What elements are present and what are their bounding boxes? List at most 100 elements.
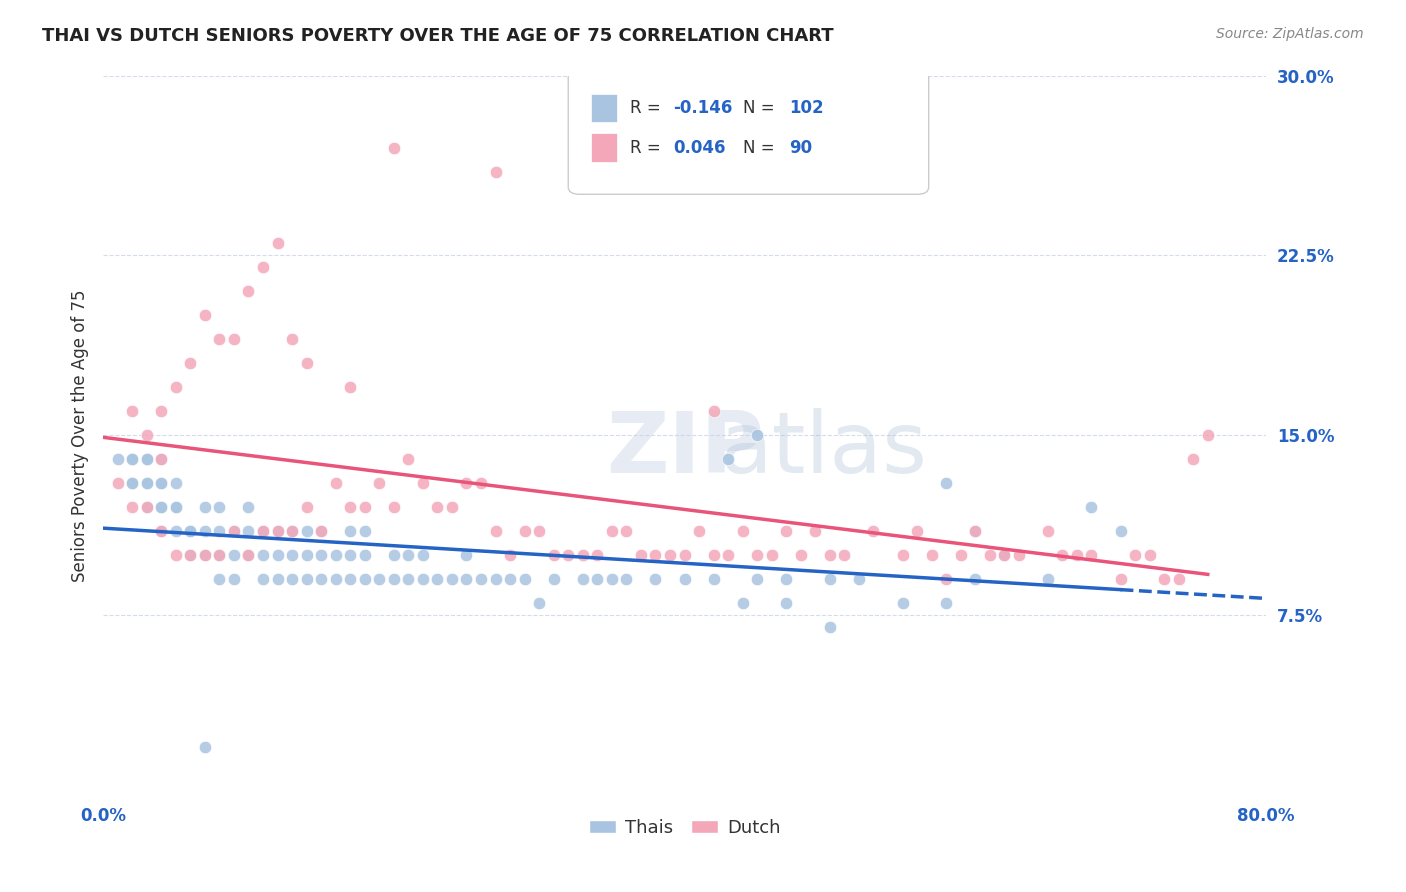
Point [135, 500, 157, 515]
Text: -0.146: -0.146 [673, 99, 733, 117]
Point [527, 596, 550, 610]
Point [266, 573, 288, 587]
Point [208, 333, 231, 347]
Point [804, 524, 827, 539]
Point [150, 476, 173, 491]
Point [325, 476, 347, 491]
Point [484, 524, 506, 539]
Point [266, 236, 288, 251]
Point [368, 476, 391, 491]
Point [412, 476, 434, 491]
Point [747, 428, 769, 442]
Point [353, 573, 375, 587]
Point [484, 164, 506, 178]
Point [339, 380, 361, 394]
Point [194, 524, 217, 539]
Point [135, 476, 157, 491]
Point [527, 524, 550, 539]
Point [150, 452, 173, 467]
Point [775, 596, 797, 610]
Point [717, 549, 740, 563]
FancyBboxPatch shape [592, 94, 617, 122]
Point [891, 549, 914, 563]
Point [571, 573, 593, 587]
Text: atlas: atlas [720, 409, 928, 491]
Point [135, 452, 157, 467]
Point [586, 549, 609, 563]
Point [150, 452, 173, 467]
Point [150, 500, 173, 515]
Point [121, 452, 143, 467]
Point [731, 524, 754, 539]
Point [688, 524, 710, 539]
Point [150, 524, 173, 539]
Point [121, 476, 143, 491]
Point [121, 452, 143, 467]
Point [222, 333, 245, 347]
Point [179, 549, 201, 563]
Point [238, 549, 260, 563]
Point [790, 549, 813, 563]
Point [165, 500, 187, 515]
Point [600, 524, 623, 539]
Point [600, 573, 623, 587]
Point [456, 476, 478, 491]
Point [426, 573, 449, 587]
Point [644, 573, 666, 587]
Point [396, 549, 419, 563]
Point [731, 596, 754, 610]
Point [165, 500, 187, 515]
Text: THAI VS DUTCH SENIORS POVERTY OVER THE AGE OF 75 CORRELATION CHART: THAI VS DUTCH SENIORS POVERTY OVER THE A… [42, 27, 834, 45]
Point [630, 549, 652, 563]
Point [194, 740, 217, 755]
Point [703, 573, 725, 587]
Point [616, 524, 638, 539]
Point [1197, 428, 1219, 442]
Point [121, 404, 143, 418]
Point [426, 500, 449, 515]
Point [252, 549, 274, 563]
Point [238, 524, 260, 539]
Point [368, 573, 391, 587]
Point [775, 524, 797, 539]
Point [309, 524, 332, 539]
Point [557, 549, 579, 563]
Point [761, 549, 783, 563]
Legend: Thais, Dutch: Thais, Dutch [581, 812, 787, 844]
Point [382, 140, 405, 154]
Point [222, 524, 245, 539]
Point [107, 476, 129, 491]
Text: R =: R = [630, 99, 666, 117]
Point [150, 500, 173, 515]
Point [281, 573, 304, 587]
Text: ZIP: ZIP [606, 409, 763, 491]
Point [194, 500, 217, 515]
Point [470, 476, 492, 491]
Point [339, 573, 361, 587]
Point [238, 285, 260, 299]
Text: 90: 90 [789, 138, 813, 156]
Y-axis label: Seniors Poverty Over the Age of 75: Seniors Poverty Over the Age of 75 [72, 289, 89, 582]
Point [325, 573, 347, 587]
Point [396, 573, 419, 587]
Point [135, 452, 157, 467]
Point [818, 549, 841, 563]
Point [295, 549, 318, 563]
Point [747, 549, 769, 563]
Point [834, 549, 856, 563]
Point [935, 573, 957, 587]
Point [499, 549, 522, 563]
Point [107, 452, 129, 467]
Point [252, 524, 274, 539]
Point [644, 549, 666, 563]
Point [456, 573, 478, 587]
Point [222, 549, 245, 563]
Point [281, 524, 304, 539]
Point [921, 549, 943, 563]
Point [818, 620, 841, 634]
Point [353, 549, 375, 563]
Point [1109, 524, 1132, 539]
Point [543, 573, 565, 587]
Point [179, 356, 201, 370]
Point [295, 524, 318, 539]
